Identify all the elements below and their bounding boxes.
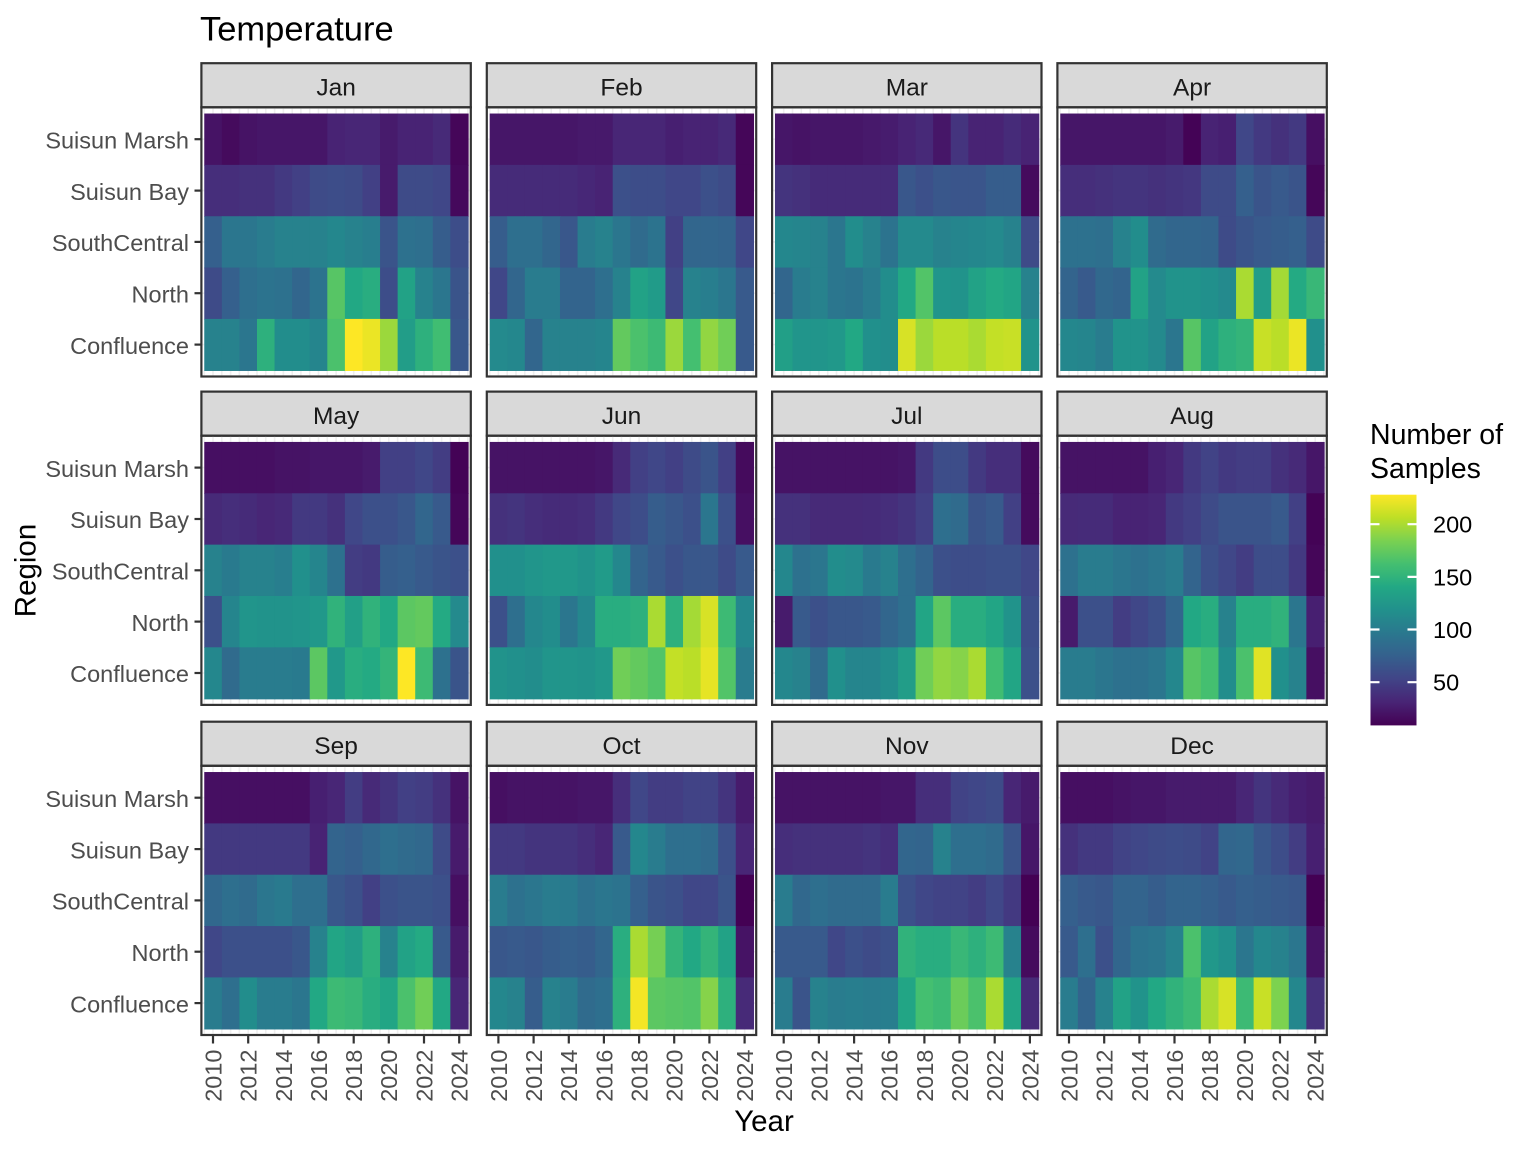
svg-text:Samples: Samples bbox=[1370, 453, 1481, 485]
svg-text:2020: 2020 bbox=[947, 1050, 973, 1102]
svg-text:Suisun Bay: Suisun Bay bbox=[70, 837, 189, 863]
svg-text:2018: 2018 bbox=[341, 1050, 367, 1102]
svg-text:Suisun Bay: Suisun Bay bbox=[70, 507, 189, 533]
svg-text:2022: 2022 bbox=[982, 1050, 1008, 1102]
svg-text:Nov: Nov bbox=[885, 733, 929, 760]
svg-text:Oct: Oct bbox=[602, 733, 640, 760]
svg-text:SouthCentral: SouthCentral bbox=[52, 559, 189, 585]
svg-text:2024: 2024 bbox=[732, 1050, 758, 1102]
svg-text:2016: 2016 bbox=[306, 1050, 332, 1102]
svg-text:Aug: Aug bbox=[1170, 403, 1214, 430]
svg-text:2016: 2016 bbox=[1162, 1050, 1188, 1102]
svg-text:2012: 2012 bbox=[806, 1050, 832, 1102]
svg-text:2010: 2010 bbox=[771, 1050, 797, 1102]
svg-text:2024: 2024 bbox=[447, 1050, 473, 1102]
svg-text:2010: 2010 bbox=[200, 1050, 226, 1102]
svg-text:2016: 2016 bbox=[877, 1050, 903, 1102]
svg-text:Jun: Jun bbox=[602, 403, 642, 430]
svg-text:Mar: Mar bbox=[886, 75, 928, 102]
svg-text:2020: 2020 bbox=[662, 1050, 688, 1102]
svg-text:50: 50 bbox=[1433, 670, 1459, 696]
svg-text:2020: 2020 bbox=[376, 1050, 402, 1102]
svg-text:Suisun Marsh: Suisun Marsh bbox=[45, 786, 189, 812]
svg-text:2014: 2014 bbox=[1127, 1050, 1153, 1102]
svg-text:Confluence: Confluence bbox=[70, 333, 189, 359]
svg-text:200: 200 bbox=[1433, 512, 1472, 538]
svg-text:SouthCentral: SouthCentral bbox=[52, 230, 189, 256]
svg-text:Feb: Feb bbox=[600, 75, 642, 102]
svg-text:2022: 2022 bbox=[697, 1050, 723, 1102]
svg-text:Jul: Jul bbox=[891, 403, 922, 430]
svg-text:100: 100 bbox=[1433, 617, 1472, 643]
svg-text:North: North bbox=[132, 610, 189, 636]
svg-text:2010: 2010 bbox=[486, 1050, 512, 1102]
svg-text:Sep: Sep bbox=[314, 733, 358, 760]
svg-text:150: 150 bbox=[1433, 564, 1472, 590]
svg-text:2024: 2024 bbox=[1017, 1050, 1043, 1102]
svg-text:2018: 2018 bbox=[627, 1050, 653, 1102]
svg-text:2012: 2012 bbox=[521, 1050, 547, 1102]
svg-text:Suisun Marsh: Suisun Marsh bbox=[45, 456, 189, 482]
svg-text:Year: Year bbox=[734, 1105, 794, 1138]
svg-text:Suisun Marsh: Suisun Marsh bbox=[45, 127, 189, 153]
svg-text:2022: 2022 bbox=[1267, 1050, 1293, 1102]
svg-text:2018: 2018 bbox=[912, 1050, 938, 1102]
svg-text:2024: 2024 bbox=[1303, 1050, 1329, 1102]
svg-text:2012: 2012 bbox=[1092, 1050, 1118, 1102]
svg-text:2020: 2020 bbox=[1232, 1050, 1258, 1102]
svg-text:May: May bbox=[313, 403, 360, 430]
svg-text:SouthCentral: SouthCentral bbox=[52, 889, 189, 915]
svg-text:Temperature: Temperature bbox=[200, 11, 394, 49]
svg-text:2012: 2012 bbox=[236, 1050, 262, 1102]
svg-text:Jan: Jan bbox=[316, 75, 356, 102]
svg-text:2014: 2014 bbox=[842, 1050, 868, 1102]
svg-text:Confluence: Confluence bbox=[70, 991, 189, 1017]
svg-text:North: North bbox=[132, 940, 189, 966]
svg-text:Apr: Apr bbox=[1173, 75, 1211, 102]
svg-text:Confluence: Confluence bbox=[70, 661, 189, 687]
svg-text:North: North bbox=[132, 281, 189, 307]
svg-text:2014: 2014 bbox=[271, 1050, 297, 1102]
svg-text:Number of: Number of bbox=[1370, 419, 1503, 451]
svg-text:2010: 2010 bbox=[1056, 1050, 1082, 1102]
svg-text:Suisun Bay: Suisun Bay bbox=[70, 179, 189, 205]
svg-text:Region: Region bbox=[10, 524, 43, 617]
svg-text:Dec: Dec bbox=[1170, 733, 1214, 760]
svg-text:2018: 2018 bbox=[1197, 1050, 1223, 1102]
svg-text:2016: 2016 bbox=[591, 1050, 617, 1102]
svg-text:2022: 2022 bbox=[411, 1050, 437, 1102]
svg-text:2014: 2014 bbox=[556, 1050, 582, 1102]
